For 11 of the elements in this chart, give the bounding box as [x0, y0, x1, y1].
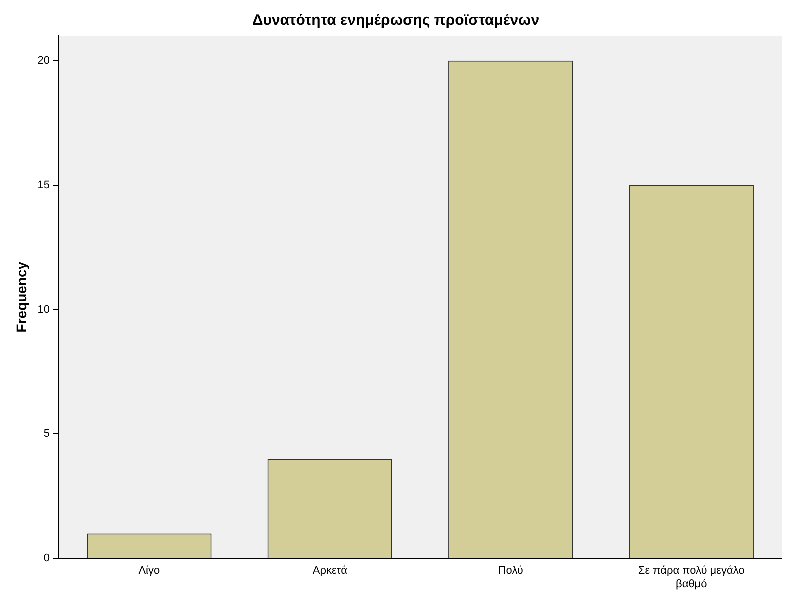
x-tick-label: Σε πάρα πολύ μεγάλο βαθμό	[638, 565, 745, 590]
x-tick-label: Αρκετά	[312, 565, 348, 578]
y-tick-label: 5	[44, 428, 50, 440]
y-tick-label: 0	[44, 552, 50, 565]
y-tick-label: 10	[38, 304, 50, 316]
y-axis-title: Frequency	[13, 262, 30, 333]
chart-title: Δυνατότητα ενημέρωσης προϊσταμένων	[252, 12, 540, 30]
x-tick-label: Πολύ	[498, 565, 524, 578]
y-tick-label: 20	[38, 54, 50, 67]
y-tick-label: 15	[38, 179, 50, 192]
x-tick-label: Λίγο	[138, 565, 160, 578]
